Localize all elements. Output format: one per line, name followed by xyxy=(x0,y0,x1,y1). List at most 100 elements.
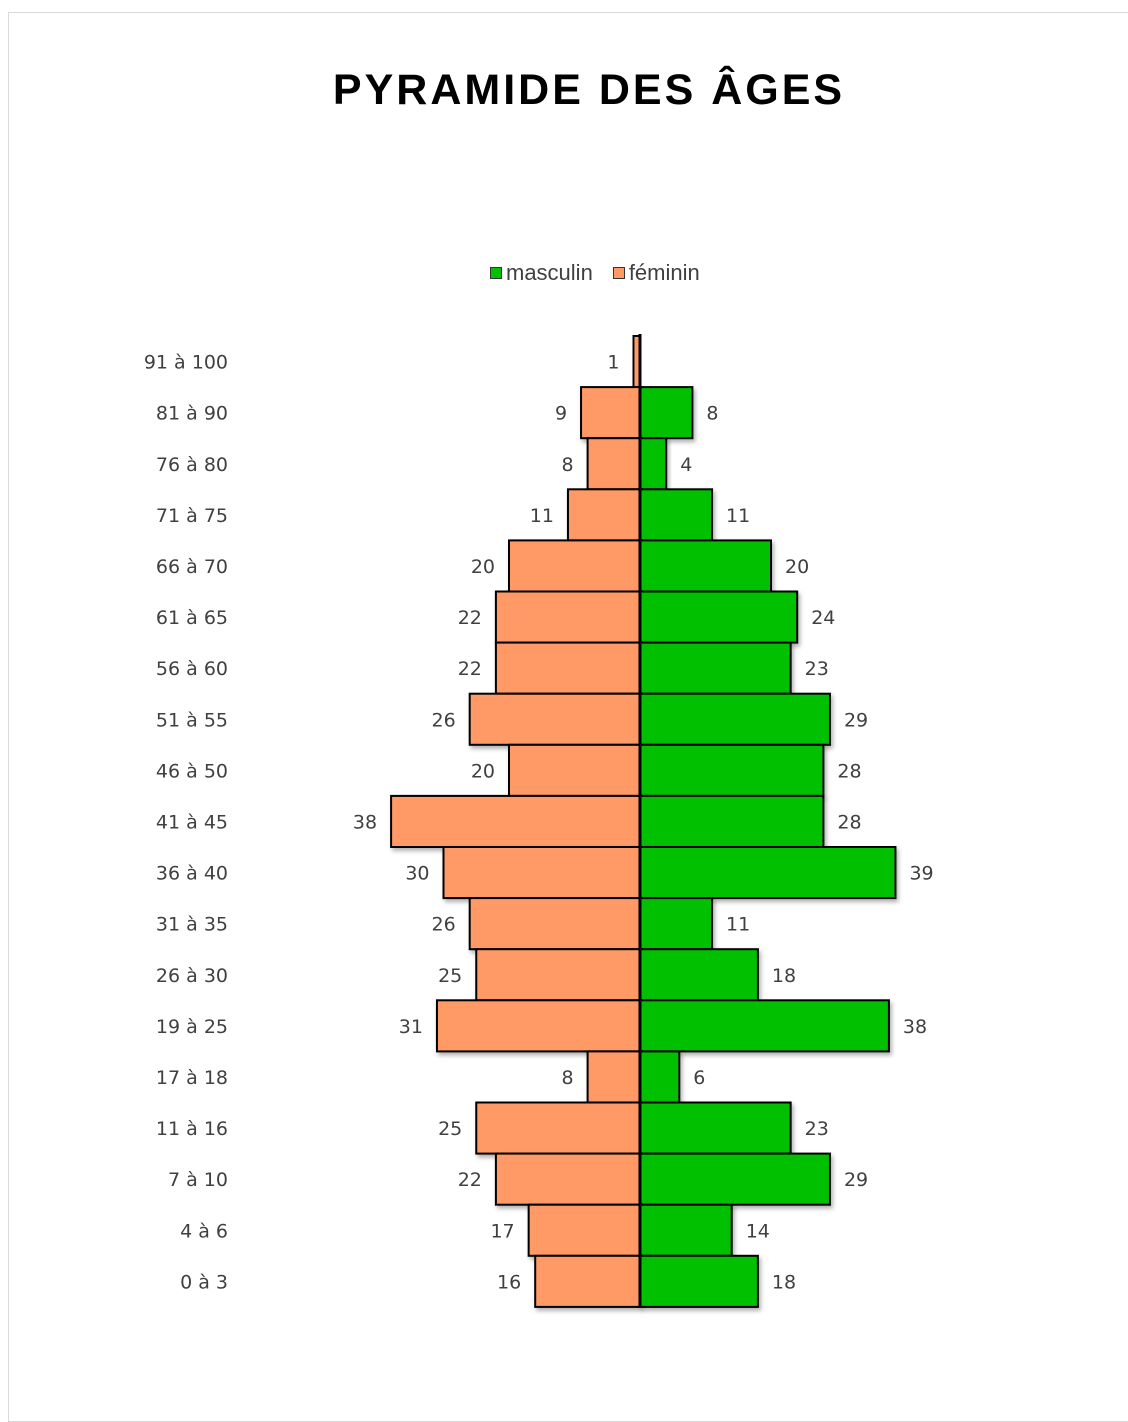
bar-masculin-7-a-10 xyxy=(639,1152,831,1206)
category-label-36-a-40: 36 à 40 xyxy=(156,863,228,885)
category-label-41-a-45: 41 à 45 xyxy=(156,811,228,833)
value-label-masculin-46-a-50: 28 xyxy=(837,760,861,782)
value-label-masculin-51-a-55: 29 xyxy=(844,709,868,731)
bar-feminin-19-a-25 xyxy=(435,999,642,1053)
bar-masculin-61-a-65 xyxy=(639,590,799,644)
value-label-feminin-91-a-100: 1 xyxy=(607,352,619,374)
bar-masculin-76-a-80 xyxy=(639,437,668,491)
bar-feminin-56-a-60 xyxy=(494,641,641,695)
category-label-81-a-90: 81 à 90 xyxy=(156,403,228,425)
value-label-feminin-19-a-25: 31 xyxy=(399,1016,423,1038)
value-label-masculin-17-a-18: 6 xyxy=(693,1067,705,1089)
value-label-masculin-0-a-3: 18 xyxy=(772,1271,796,1293)
bar-masculin-26-a-30 xyxy=(639,948,759,1002)
value-label-feminin-46-a-50: 20 xyxy=(471,760,495,782)
legend-label-feminin: féminin xyxy=(628,260,700,285)
bar-masculin-31-a-35 xyxy=(639,897,714,951)
category-label-46-a-50: 46 à 50 xyxy=(156,760,228,782)
category-label-26-a-30: 26 à 30 xyxy=(156,965,228,987)
bar-masculin-66-a-70 xyxy=(639,539,772,593)
value-label-feminin-0-a-3: 16 xyxy=(497,1271,521,1293)
category-label-76-a-80: 76 à 80 xyxy=(156,454,228,476)
value-label-feminin-7-a-10: 22 xyxy=(458,1169,482,1191)
value-label-masculin-81-a-90: 8 xyxy=(706,403,718,425)
bar-feminin-31-a-35 xyxy=(468,897,642,951)
value-label-masculin-71-a-75: 11 xyxy=(726,505,750,527)
category-label-91-a-100: 91 à 100 xyxy=(144,352,228,374)
category-label-56-a-60: 56 à 60 xyxy=(156,658,228,680)
value-label-masculin-56-a-60: 23 xyxy=(805,658,829,680)
category-label-0-a-3: 0 à 3 xyxy=(180,1271,228,1293)
value-label-masculin-31-a-35: 11 xyxy=(726,914,750,936)
category-label-11-a-16: 11 à 16 xyxy=(156,1118,228,1140)
legend-swatch-feminin xyxy=(612,267,625,279)
category-label-19-a-25: 19 à 25 xyxy=(156,1016,228,1038)
value-label-feminin-41-a-45: 38 xyxy=(353,811,377,833)
bar-feminin-51-a-55 xyxy=(468,692,642,746)
value-label-masculin-11-a-16: 23 xyxy=(805,1118,829,1140)
legend-label-masculin: masculin xyxy=(506,260,593,285)
bar-masculin-19-a-25 xyxy=(639,999,890,1053)
value-label-feminin-56-a-60: 22 xyxy=(458,658,482,680)
chart-legend: masculin féminin xyxy=(490,260,720,286)
bar-feminin-36-a-40 xyxy=(442,846,641,900)
bar-masculin-0-a-3 xyxy=(639,1254,759,1308)
value-label-masculin-4-a-6: 14 xyxy=(746,1220,770,1242)
value-label-feminin-66-a-70: 20 xyxy=(471,556,495,578)
bar-feminin-81-a-90 xyxy=(580,386,641,440)
value-label-masculin-19-a-25: 38 xyxy=(903,1016,927,1038)
bar-masculin-51-a-55 xyxy=(639,692,831,746)
value-label-feminin-31-a-35: 26 xyxy=(432,914,456,936)
chart-title: PYRAMIDE DES ÂGES xyxy=(332,66,846,114)
bar-feminin-17-a-18 xyxy=(586,1050,641,1104)
legend-item-masculin: masculin xyxy=(490,260,593,286)
bar-feminin-66-a-70 xyxy=(508,539,641,593)
bar-masculin-56-a-60 xyxy=(639,641,792,695)
category-label-66-a-70: 66 à 70 xyxy=(156,556,228,578)
value-label-feminin-17-a-18: 8 xyxy=(562,1067,574,1089)
value-label-masculin-36-a-40: 39 xyxy=(909,863,933,885)
bar-masculin-71-a-75 xyxy=(639,488,714,542)
bar-masculin-46-a-50 xyxy=(639,743,825,797)
bar-feminin-41-a-45 xyxy=(390,794,641,849)
bar-masculin-36-a-40 xyxy=(639,846,897,900)
value-label-masculin-41-a-45: 28 xyxy=(837,811,861,833)
bar-masculin-4-a-6 xyxy=(639,1203,733,1257)
value-label-feminin-11-a-16: 25 xyxy=(438,1118,462,1140)
bar-masculin-81-a-90 xyxy=(639,386,694,440)
value-label-feminin-51-a-55: 26 xyxy=(432,709,456,731)
bar-feminin-11-a-16 xyxy=(475,1101,641,1155)
category-label-4-a-6: 4 à 6 xyxy=(180,1220,228,1242)
legend-swatch-masculin xyxy=(490,267,502,279)
bar-feminin-26-a-30 xyxy=(475,948,641,1002)
value-label-feminin-61-a-65: 22 xyxy=(458,607,482,629)
value-label-feminin-26-a-30: 25 xyxy=(438,965,462,987)
value-label-masculin-26-a-30: 18 xyxy=(772,965,796,987)
bar-feminin-61-a-65 xyxy=(494,590,641,644)
category-label-51-a-55: 51 à 55 xyxy=(156,709,228,731)
bar-feminin-4-a-6 xyxy=(527,1203,642,1257)
value-label-masculin-61-a-65: 24 xyxy=(811,607,835,629)
bar-feminin-0-a-3 xyxy=(534,1254,642,1308)
value-label-masculin-7-a-10: 29 xyxy=(844,1169,868,1191)
legend-item-feminin: féminin xyxy=(612,260,700,286)
value-label-feminin-71-a-75: 11 xyxy=(530,505,554,527)
bar-feminin-7-a-10 xyxy=(494,1152,641,1206)
value-label-feminin-81-a-90: 9 xyxy=(555,403,567,425)
value-label-masculin-76-a-80: 4 xyxy=(680,454,692,476)
category-label-31-a-35: 31 à 35 xyxy=(156,914,228,936)
category-label-61-a-65: 61 à 65 xyxy=(156,607,228,629)
bar-masculin-17-a-18 xyxy=(639,1050,681,1104)
value-label-feminin-76-a-80: 8 xyxy=(562,454,574,476)
category-label-7-a-10: 7 à 10 xyxy=(168,1169,228,1191)
bar-masculin-41-a-45 xyxy=(639,794,825,849)
category-label-71-a-75: 71 à 75 xyxy=(156,505,228,527)
value-label-feminin-36-a-40: 30 xyxy=(405,863,429,885)
bar-feminin-46-a-50 xyxy=(508,743,641,797)
category-label-17-a-18: 17 à 18 xyxy=(156,1067,228,1089)
bar-feminin-71-a-75 xyxy=(566,488,642,542)
bar-feminin-76-a-80 xyxy=(586,437,641,491)
bar-masculin-11-a-16 xyxy=(639,1101,792,1155)
value-label-feminin-4-a-6: 17 xyxy=(490,1220,514,1242)
